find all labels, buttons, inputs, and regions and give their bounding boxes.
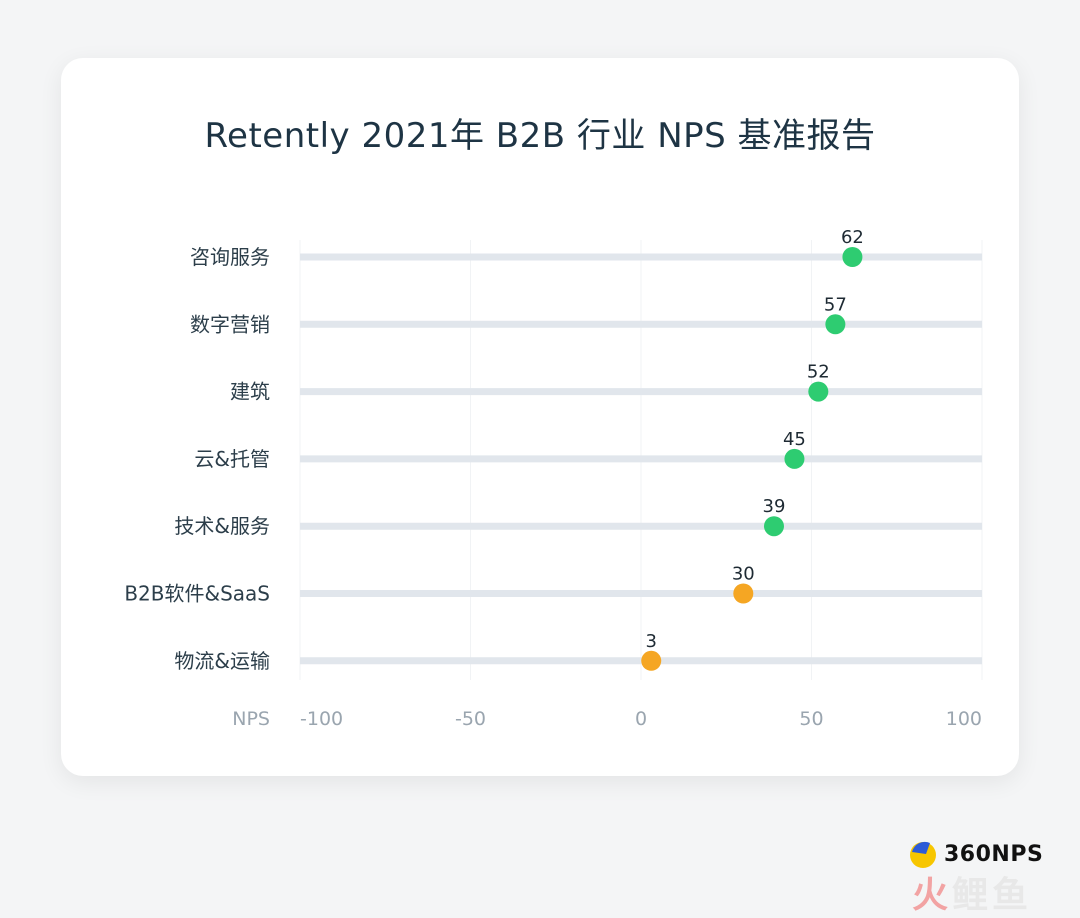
data-points <box>641 247 863 671</box>
watermark-char-1: 火 <box>912 875 953 916</box>
data-point <box>808 381 829 402</box>
data-point <box>842 247 863 267</box>
value-label: 62 <box>841 227 864 248</box>
x-tick-label: 50 <box>799 708 823 730</box>
chart-title: Retently 2021年 B2B 行业 NPS 基准报告 <box>204 116 876 156</box>
value-label: 39 <box>763 496 786 517</box>
value-label: 45 <box>783 429 806 450</box>
category-label: 技术&服务 <box>174 514 270 538</box>
brand-name: 360NPS <box>944 842 1044 867</box>
x-tick-label: 0 <box>635 708 647 730</box>
chart-card <box>61 58 1019 776</box>
x-axis-title: NPS <box>232 708 270 730</box>
x-tick-label: 100 <box>946 708 982 730</box>
x-axis-ticks: NPS -100 -50 0 50 100 <box>232 708 982 730</box>
x-tick-label: -50 <box>455 708 486 730</box>
category-label: B2B软件&SaaS <box>124 582 270 606</box>
brand-block: 360NPS 火鲤鱼 <box>908 838 1078 916</box>
category-label: 咨询服务 <box>190 245 270 269</box>
value-label: 30 <box>732 564 755 585</box>
value-label: 52 <box>807 362 830 383</box>
data-point <box>641 650 662 671</box>
category-label: 云&托管 <box>194 447 270 471</box>
watermark-char-2: 鲤 <box>952 875 993 916</box>
watermark: 火鲤鱼 <box>912 866 1032 918</box>
row-tracks <box>300 253 982 665</box>
data-point <box>733 583 754 604</box>
value-label: 3 <box>646 631 657 652</box>
x-tick-label: -100 <box>300 708 343 730</box>
value-label: 57 <box>824 294 847 315</box>
data-point <box>825 314 846 335</box>
category-label: 数字营销 <box>190 312 270 336</box>
watermark-char-3: 鱼 <box>992 875 1033 916</box>
category-label: 物流&运输 <box>174 649 270 673</box>
value-labels: 62 57 52 45 39 30 3 <box>646 227 864 652</box>
brand-logo-icon <box>910 841 936 868</box>
data-point <box>784 448 805 469</box>
data-point <box>763 516 784 537</box>
category-label: 建筑 <box>230 380 270 404</box>
